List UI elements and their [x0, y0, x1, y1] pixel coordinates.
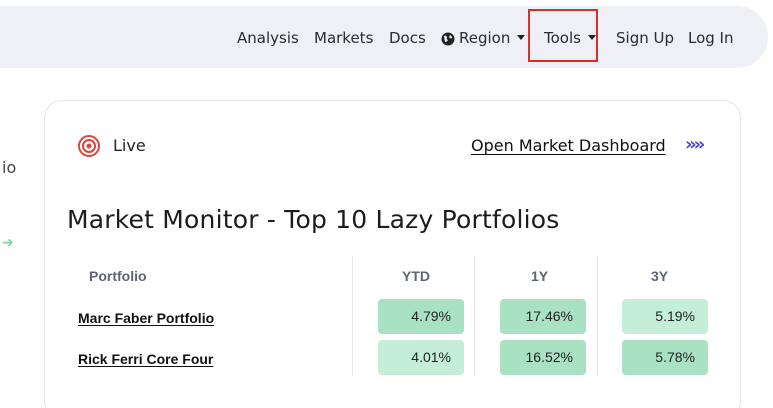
column-divider	[597, 256, 598, 376]
card-title: Market Monitor - Top 10 Lazy Portfolios	[67, 205, 560, 234]
open-market-dashboard-link[interactable]: Open Market Dashboard	[471, 136, 666, 155]
column-divider	[352, 256, 353, 376]
3y-cell-row-2: 5.78%	[622, 340, 708, 375]
left-fragment-text: io	[2, 158, 17, 177]
arrow-right-icon: ➜	[2, 235, 14, 251]
col-header-ytd: YTD	[402, 268, 430, 284]
ytd-cell-row-1: 4.79%	[378, 299, 464, 334]
nav-region-label: Region	[459, 29, 511, 47]
top-navbar: Analysis Markets Docs Region Tools Sign …	[0, 6, 768, 68]
1y-cell-row-2: 16.52%	[500, 340, 586, 375]
double-chevron-right-icon[interactable]: »»	[685, 134, 705, 155]
3y-cell-row-1: 5.19%	[622, 299, 708, 334]
chevron-down-icon	[517, 35, 526, 40]
nav-log-in[interactable]: Log In	[688, 29, 734, 47]
chevron-down-icon	[587, 35, 596, 40]
col-header-1y: 1Y	[531, 268, 549, 284]
col-header-portfolio: Portfolio	[89, 268, 147, 284]
column-divider	[474, 256, 475, 376]
nav-sign-up[interactable]: Sign Up	[616, 29, 674, 47]
nav-region[interactable]: Region	[441, 28, 526, 48]
ytd-cell-row-2: 4.01%	[378, 340, 464, 375]
col-header-3y: 3Y	[651, 268, 669, 284]
live-label: Live	[113, 136, 146, 155]
nav-docs[interactable]: Docs	[389, 29, 426, 47]
nav-analysis[interactable]: Analysis	[237, 29, 299, 47]
1y-cell-row-1: 17.46%	[500, 299, 586, 334]
portfolio-link-row-1[interactable]: Marc Faber Portfolio	[78, 310, 215, 326]
live-target-icon	[78, 135, 100, 157]
nav-tools[interactable]: Tools	[544, 28, 596, 48]
nav-markets[interactable]: Markets	[314, 29, 374, 47]
nav-tools-label: Tools	[544, 29, 581, 47]
globe-icon	[441, 32, 455, 46]
portfolio-link-row-2[interactable]: Rick Ferri Core Four	[78, 351, 214, 367]
